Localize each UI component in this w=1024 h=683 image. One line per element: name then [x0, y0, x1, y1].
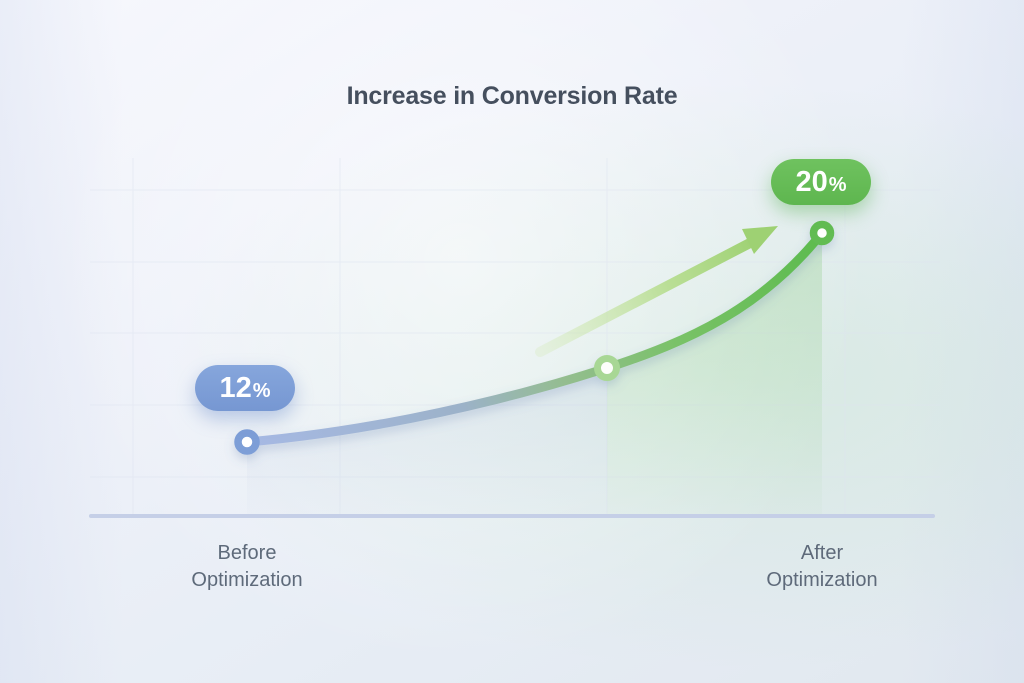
x-label-after-optimization: After Optimization [712, 540, 932, 594]
data-point-after [809, 220, 835, 246]
badge-after-number: 20 [795, 165, 828, 198]
trend-arrow-icon [535, 226, 778, 357]
badge-before-number: 12 [219, 371, 252, 404]
x-label-after-line1: After [800, 542, 844, 564]
x-label-before-line1: Before [217, 542, 277, 564]
x-label-after-line2: Optimization [766, 569, 878, 591]
chart-title: Increase in Conversion Rate [346, 82, 678, 110]
badge-before-value: 12 % [195, 365, 295, 411]
area-fill-after [607, 233, 822, 516]
badge-after-percent-sign: % [828, 173, 847, 196]
x-label-before-optimization: Before Optimization [137, 540, 357, 594]
badge-before-percent-sign: % [252, 379, 271, 402]
area-fill-before [247, 368, 607, 516]
badge-after-value: 20 % [771, 159, 871, 205]
data-point-mid [594, 355, 620, 381]
data-point-before [234, 429, 260, 455]
x-label-before-line2: Optimization [191, 569, 303, 591]
